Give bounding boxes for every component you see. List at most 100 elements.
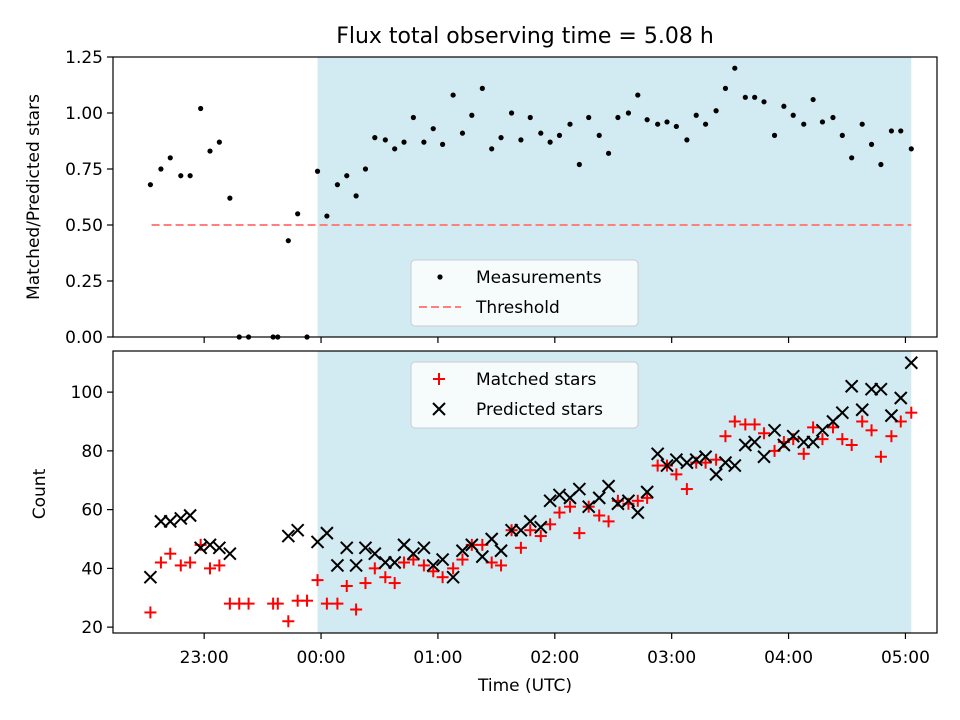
matched-star-point bbox=[447, 562, 460, 575]
matched-star-point bbox=[816, 433, 829, 446]
measurement-point bbox=[898, 128, 904, 134]
matched-star-point bbox=[436, 571, 449, 584]
measurement-point bbox=[344, 173, 350, 179]
predicted-star-point bbox=[689, 452, 703, 467]
predicted-star-point bbox=[523, 514, 537, 529]
legend-predicted: Predicted stars bbox=[476, 400, 603, 420]
predicted-star-point bbox=[709, 467, 723, 482]
measurement-point bbox=[664, 119, 670, 125]
top-legend-box bbox=[410, 259, 639, 327]
predicted-star-point bbox=[143, 570, 158, 584]
predicted-star-point bbox=[552, 488, 567, 502]
measurement-point bbox=[187, 173, 193, 179]
measurement-point bbox=[684, 137, 690, 143]
bottom-axes-frame bbox=[112, 350, 938, 634]
measurement-point bbox=[547, 139, 553, 145]
measurement-point bbox=[586, 114, 592, 121]
bottom-ylabel: Count bbox=[30, 468, 50, 519]
measurement-point bbox=[702, 121, 709, 127]
matched-star-point bbox=[427, 565, 440, 578]
bottom-x-axis: 23:00 00:00 01:00 02:00 03:00 04:00 05:00 bbox=[180, 633, 930, 668]
matched-star-point bbox=[184, 556, 197, 569]
matched-star-point bbox=[301, 594, 314, 607]
matched-star-point bbox=[710, 453, 723, 466]
measurement-point bbox=[285, 238, 291, 244]
matched-star-point bbox=[164, 547, 177, 560]
predicted-star-point bbox=[718, 455, 733, 470]
predicted-star-point bbox=[601, 479, 616, 493]
predicted-star-point bbox=[844, 379, 859, 393]
matched-star-point bbox=[748, 418, 761, 431]
matched-star-point bbox=[573, 527, 586, 540]
bottom-y-axis: 20 40 60 80 100 bbox=[71, 383, 113, 638]
predicted-star-points bbox=[143, 356, 918, 584]
matched-star-point bbox=[544, 518, 557, 531]
matched-star-point bbox=[154, 556, 167, 569]
predicted-star-point bbox=[203, 538, 217, 552]
predicted-star-point bbox=[330, 558, 345, 573]
predicted-star-point bbox=[543, 494, 557, 508]
bottom-xtick-label: 03:00 bbox=[647, 648, 696, 668]
matched-star-point bbox=[699, 456, 712, 469]
measurement-point bbox=[771, 132, 778, 138]
measurement-point bbox=[527, 114, 533, 121]
matched-star-point bbox=[563, 500, 576, 513]
legend-matched: Matched stars bbox=[476, 370, 596, 390]
top-legend: Measurements Threshold bbox=[410, 259, 639, 327]
measurement-point bbox=[576, 161, 582, 168]
predicted-star-point bbox=[815, 423, 830, 438]
measurement-point bbox=[615, 114, 621, 121]
measurement-point bbox=[440, 141, 446, 147]
matched-star-point bbox=[379, 571, 392, 584]
matched-star-point bbox=[407, 553, 420, 566]
legend-threshold: Threshold bbox=[475, 298, 560, 318]
predicted-star-point bbox=[874, 382, 888, 396]
predicted-star-point bbox=[621, 494, 636, 508]
measurement-point bbox=[596, 132, 602, 138]
matched-star-point bbox=[874, 450, 887, 463]
matched-star-point bbox=[495, 559, 508, 572]
matched-star-point bbox=[534, 530, 547, 543]
measurement-point bbox=[732, 65, 738, 71]
measurement-point bbox=[450, 92, 456, 98]
measurement-point bbox=[178, 173, 184, 179]
measurement-point bbox=[421, 139, 427, 145]
measurement-point bbox=[655, 121, 661, 127]
measurement-point bbox=[207, 148, 213, 154]
matched-star-point bbox=[885, 430, 898, 443]
predicted-star-point bbox=[475, 549, 490, 564]
bottom-ytick-label: 80 bbox=[81, 442, 103, 462]
legend-matched-marker bbox=[433, 373, 445, 385]
bottom-xtick-label: 05:00 bbox=[881, 648, 930, 668]
measurement-point bbox=[830, 114, 836, 121]
top-ylabel: Matched/Predicted stars bbox=[24, 94, 44, 300]
predicted-star-point bbox=[174, 511, 188, 526]
predicted-star-point bbox=[611, 497, 625, 511]
matched-star-point bbox=[311, 574, 324, 587]
bottom-xtick-label: 00:00 bbox=[297, 648, 346, 668]
matched-star-point bbox=[856, 415, 869, 428]
predicted-star-point bbox=[631, 505, 645, 520]
measurement-point bbox=[810, 96, 816, 103]
bottom-legend-box bbox=[410, 361, 639, 429]
top-ytick-label: 1.25 bbox=[65, 48, 103, 68]
predicted-star-point bbox=[163, 514, 177, 529]
matched-star-point bbox=[807, 421, 820, 434]
measurement-point bbox=[410, 114, 416, 121]
bottom-ytick-label: 40 bbox=[81, 559, 103, 579]
predicted-star-point bbox=[435, 552, 450, 567]
predicted-star-point bbox=[904, 356, 918, 370]
predicted-star-point bbox=[747, 435, 762, 449]
measurement-point bbox=[859, 121, 865, 127]
measurement-point bbox=[635, 92, 641, 98]
measurement-point bbox=[314, 168, 321, 174]
predicted-star-point bbox=[426, 558, 440, 573]
measurement-points bbox=[147, 65, 914, 340]
matched-star-point bbox=[728, 415, 741, 428]
bottom-ytick-label: 20 bbox=[81, 618, 103, 638]
predicted-star-point bbox=[660, 458, 674, 473]
legend-measurement-marker bbox=[437, 274, 443, 280]
predicted-star-point bbox=[494, 544, 508, 558]
top-x-axis bbox=[203, 337, 907, 343]
